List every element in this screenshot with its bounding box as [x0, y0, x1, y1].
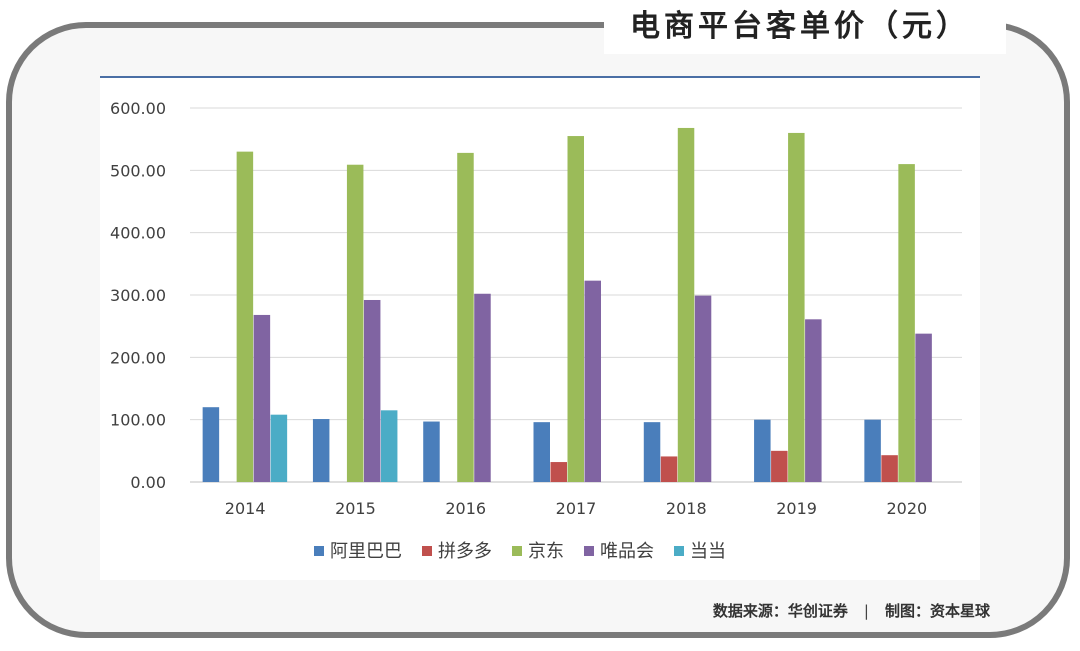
bar-唯品会-2015 — [363, 299, 381, 482]
y-tick-label: 400.00 — [110, 224, 166, 243]
bar-阿里巴巴-2014 — [202, 407, 220, 482]
bar-京东-2018 — [677, 127, 695, 483]
x-tick-label: 2020 — [886, 499, 927, 518]
legend-label: 京东 — [528, 541, 564, 562]
bar-唯品会-2016 — [474, 293, 491, 482]
bar-拼多多-2020 — [881, 455, 898, 482]
legend: 阿里巴巴 拼多多 京东 唯品会 当当 — [314, 541, 726, 562]
x-tick-label: 2015 — [335, 499, 376, 518]
bar-京东-2019 — [788, 132, 805, 482]
chart-title: 电商平台客单价（元） — [630, 9, 970, 44]
chart-panel: 0.00 100.00 200.00 300.00 400.00 500.00 600.00… — [100, 76, 980, 580]
y-tick-label: 200.00 — [110, 348, 166, 367]
bar-唯品会-2018 — [694, 295, 712, 482]
y-tick-label: 100.00 — [110, 411, 166, 430]
legend-label: 拼多多 — [438, 541, 492, 562]
data-source-text: 数据来源：华创证券 — [712, 602, 848, 620]
x-tick-label: 2018 — [666, 499, 707, 518]
y-tick-labels: 0.00 100.00 200.00 300.00 400.00 500.00 600.00 — [110, 99, 166, 492]
legend-label: 当当 — [690, 541, 726, 562]
legend-label: 阿里巴巴 — [330, 541, 402, 562]
bar-拼多多-2019 — [771, 450, 788, 482]
bar-阿里巴巴-2015 — [312, 419, 330, 482]
source-note: 数据来源：华创证券 | 制图：资本星球 — [713, 600, 990, 621]
legend-swatch — [422, 546, 432, 556]
bar-阿里巴巴-2020 — [864, 419, 881, 482]
bar-当当-2014 — [270, 414, 288, 482]
x-tick-label: 2016 — [445, 499, 486, 518]
title-background — [604, 4, 1006, 54]
bar-阿里巴巴-2016 — [423, 421, 440, 482]
bar-chart: 0.00 100.00 200.00 300.00 400.00 500.00 600.00… — [110, 99, 962, 562]
y-tick-label: 600.00 — [110, 99, 166, 118]
bar-京东-2014 — [236, 151, 254, 482]
bar-京东-2020 — [898, 164, 915, 482]
source-separator: | — [863, 602, 869, 620]
bar-唯品会-2019 — [805, 319, 822, 482]
bar-京东-2017 — [567, 136, 584, 483]
bar-唯品会-2017 — [584, 280, 601, 482]
x-tick-labels: 2014 2015 2016 2017 2018 2019 2020 — [225, 499, 927, 518]
bar-阿里巴巴-2019 — [754, 419, 771, 482]
bar-阿里巴巴-2018 — [643, 422, 661, 482]
bar-拼多多-2017 — [550, 462, 567, 482]
bar-唯品会-2020 — [915, 333, 932, 482]
x-tick-label: 2019 — [776, 499, 817, 518]
bar-京东-2015 — [346, 164, 364, 482]
bar-当当-2015 — [380, 410, 398, 482]
legend-swatch — [584, 546, 594, 556]
x-tick-label: 2017 — [556, 499, 597, 518]
y-tick-label: 500.00 — [110, 161, 166, 180]
chart-maker-text: 制图：资本星球 — [884, 602, 990, 620]
x-tick-label: 2014 — [225, 499, 266, 518]
legend-swatch — [314, 546, 324, 556]
legend-label: 唯品会 — [600, 541, 654, 562]
legend-swatch — [674, 546, 684, 556]
bar-京东-2016 — [457, 152, 474, 482]
bar-唯品会-2014 — [253, 314, 271, 482]
legend-swatch — [512, 546, 522, 556]
bar-拼多多-2018 — [660, 456, 678, 482]
y-tick-label: 300.00 — [110, 286, 166, 305]
y-tick-label: 0.00 — [130, 473, 166, 492]
bars — [202, 127, 932, 483]
bar-阿里巴巴-2017 — [533, 422, 550, 482]
